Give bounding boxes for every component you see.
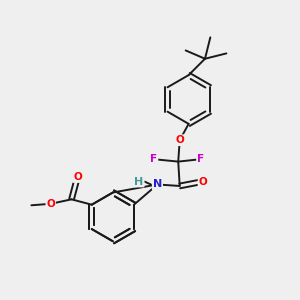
Text: N: N bbox=[153, 179, 162, 190]
Text: O: O bbox=[73, 172, 82, 182]
Text: O: O bbox=[199, 176, 207, 187]
Text: F: F bbox=[197, 154, 204, 164]
Text: O: O bbox=[175, 135, 184, 145]
Text: H: H bbox=[134, 176, 144, 187]
Text: F: F bbox=[150, 154, 158, 164]
Text: O: O bbox=[46, 199, 55, 209]
